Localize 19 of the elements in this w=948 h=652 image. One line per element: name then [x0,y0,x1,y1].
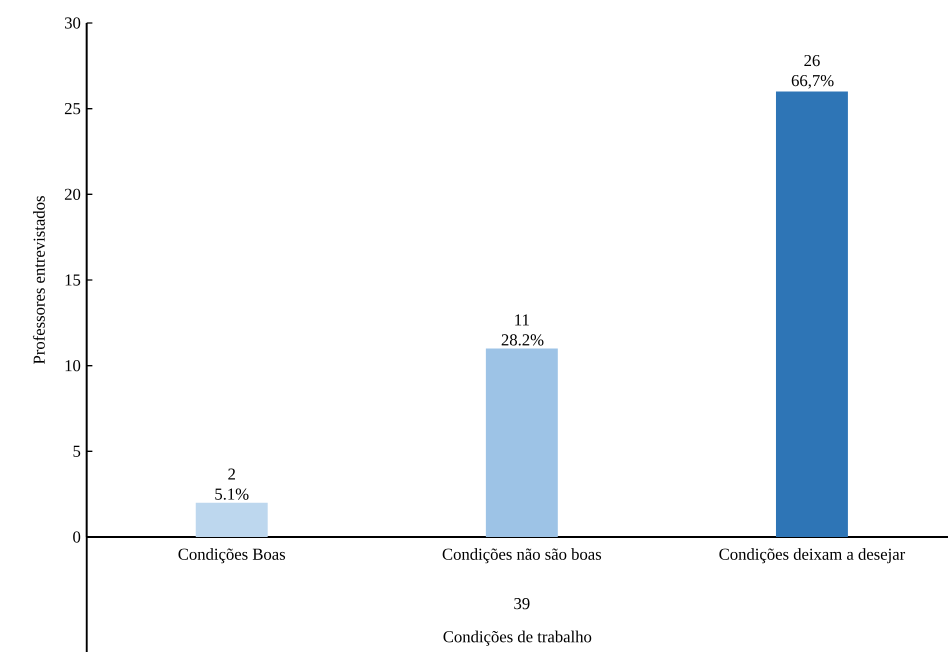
text: 39 [514,598,530,610]
bar [486,348,558,537]
x-tick-label: Condições não são boas [442,548,602,564]
y-tick-label: 30 [64,17,80,29]
bar [776,92,848,537]
y-tick-label: 0 [73,531,80,543]
data-label: 2 5.1% [215,468,249,500]
data-label: 26 66,7% [792,54,834,89]
x-axis-title: Condições de trabalho [444,630,592,646]
x-tick-label: Condições deixam a desejar [719,548,906,564]
y-tick-label: 10 [66,360,80,372]
y-axis-title: Professores entrevistados [32,196,45,364]
data-label: 11 28.2% [502,314,544,346]
y-tick-label: 20 [64,188,80,200]
y-tick-label: 15 [66,274,80,286]
bar [196,502,268,537]
y-tick-label: 5 [73,446,80,457]
y-tick-label: 25 [64,103,80,114]
x-tick-label: Condições Boas [178,548,286,564]
